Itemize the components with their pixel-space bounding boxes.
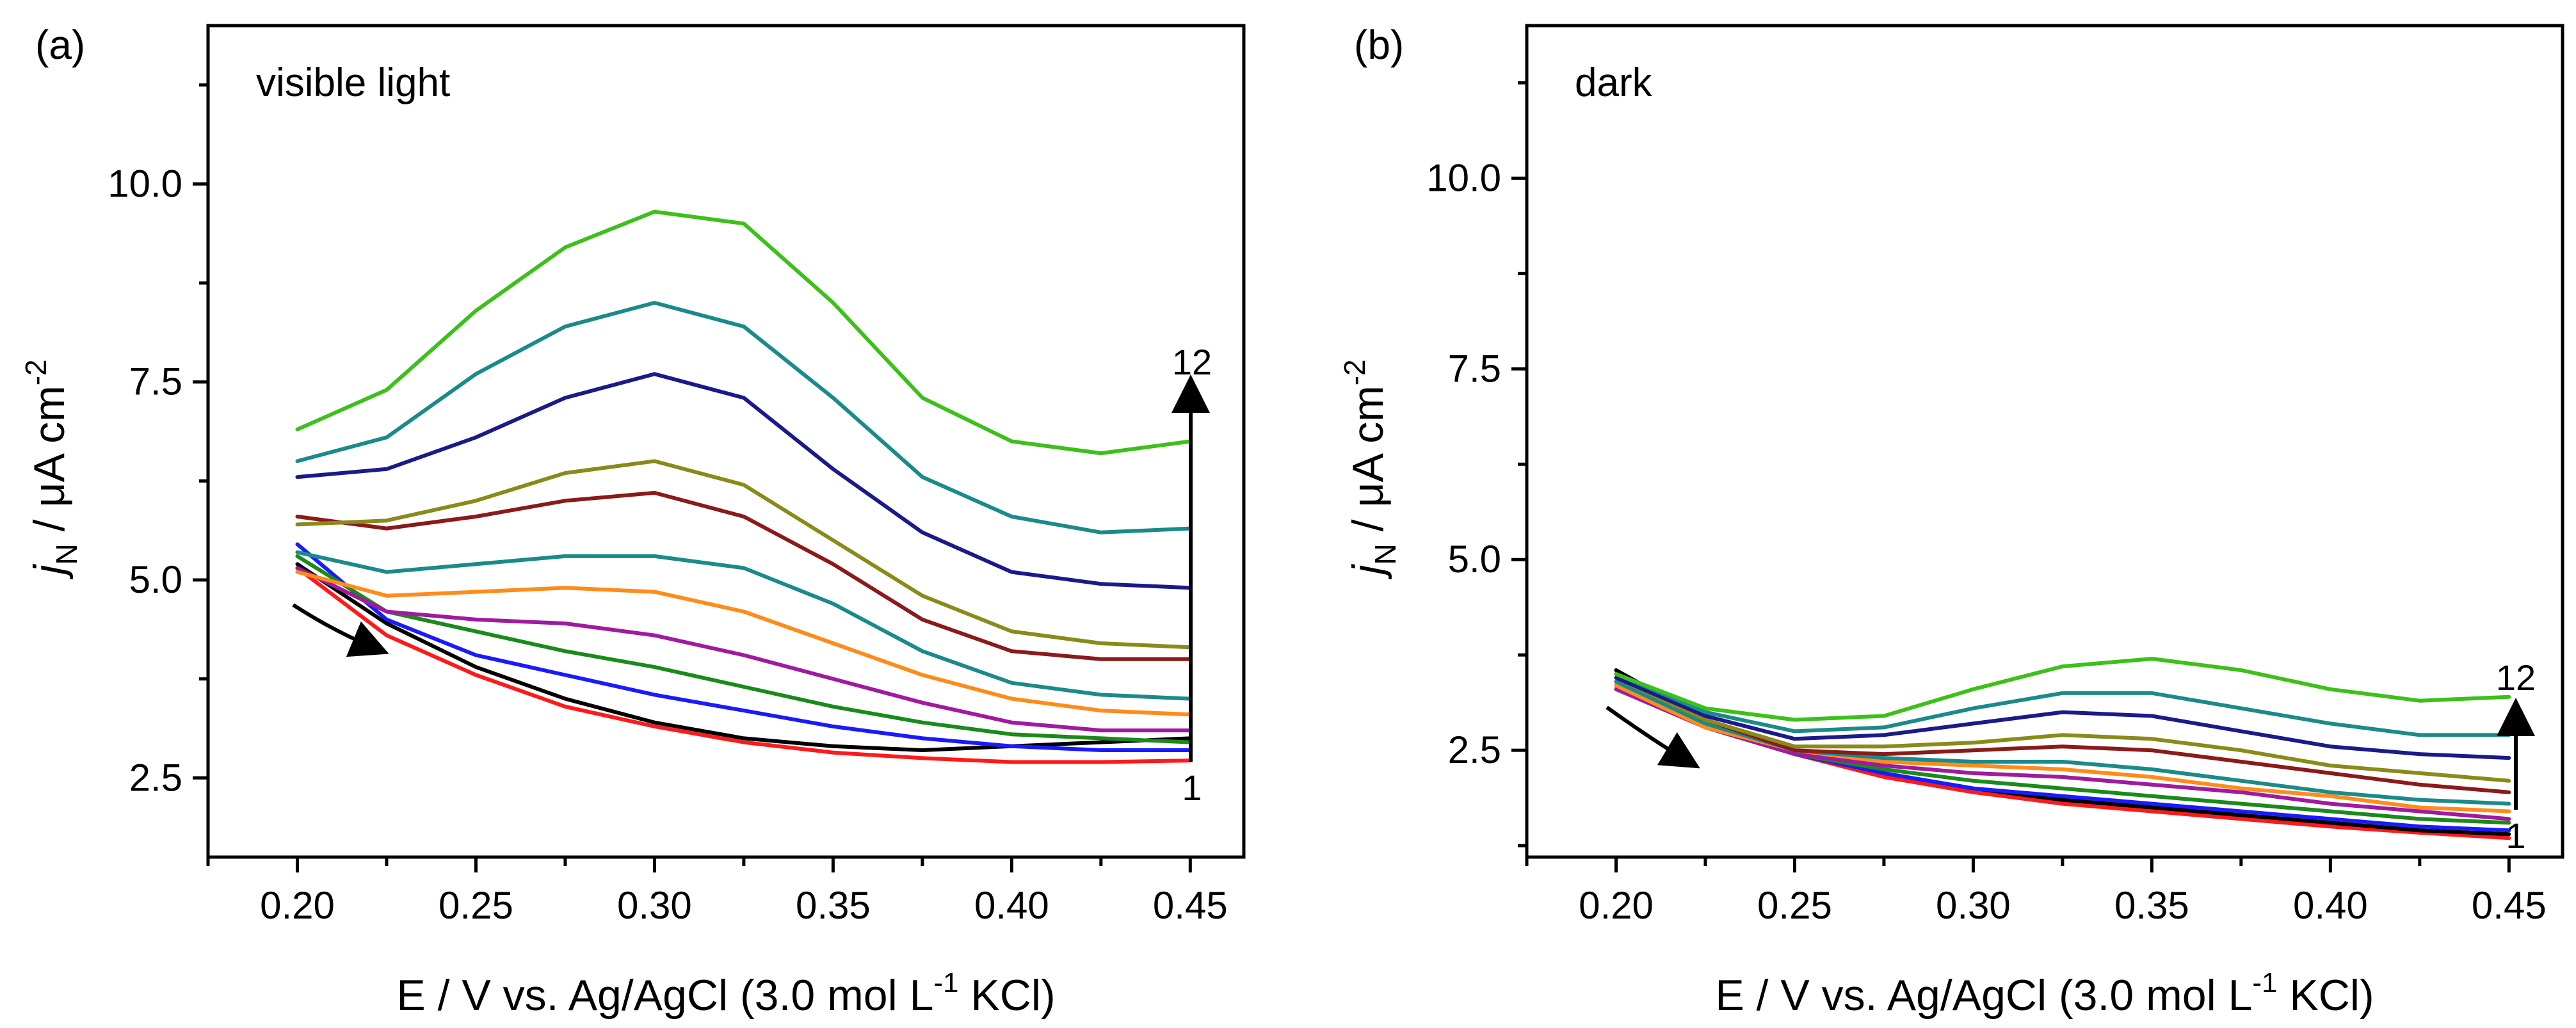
x-tick-label: 0.20 [1579,884,1654,927]
series-line-6 [295,570,1193,717]
series-line-11 [295,301,1193,534]
y-tick-label: 10.0 [108,162,182,205]
trend-label-low: 1 [1182,767,1202,808]
x-axis-title: E / V vs. Ag/AgCl (3.0 mol L-1 KCl) [396,967,1055,1020]
x-tick-label: 0.30 [1936,884,2011,927]
x-tick-label: 0.35 [796,884,871,927]
series-lines [1614,657,2511,840]
series-lines [295,209,1193,764]
series-line-7 [295,550,1193,701]
y-axis-title-j: j [25,564,74,580]
series-line-10 [295,372,1193,590]
series-line-9 [1614,675,2511,783]
series-line-9 [295,459,1193,650]
scan-direction-arrow [292,603,389,657]
panel-b: 0.20 0.25 0.30 0.35 0.40 0.45 2.5 5.0 7.5 10.0 E /… [1338,22,2564,1020]
x-tick-label: 0.25 [1757,884,1832,927]
y-tick-label: 7.5 [129,360,182,403]
x-tick-label: 0.25 [439,884,513,927]
series-line-12 [295,209,1193,456]
series-line-3 [295,542,1193,752]
plot-frame [1525,24,2564,859]
y-axis-title-j: j [1344,564,1392,580]
x-axis-title-sup: -1 [2252,967,2277,999]
trend-label-low: 1 [2506,815,2525,856]
panel-a: 0.20 0.25 0.30 0.35 0.40 0.45 2.5 5.0 7.5 10.0 E /… [19,22,1246,1020]
x-axis-title-tail: KCl) [2278,971,2374,1020]
scan-direction-arrow [1606,705,1700,769]
series-line-12 [1614,657,2511,722]
y-axis-title: jN / μA cm-2 [1338,359,1402,579]
y-axis-title-mid: / μA cm [1344,385,1392,543]
y-tick-label: 2.5 [129,756,182,799]
series-line-1 [295,566,1193,764]
x-tick-label: 0.45 [2472,884,2547,927]
y-axis-title: jN / μA cm-2 [19,359,83,579]
y-axis-title-mid: / μA cm [25,385,74,543]
x-tick-label: 0.45 [1153,884,1228,927]
x-axis-title: E / V vs. Ag/AgCl (3.0 mol L-1 KCl) [1715,967,2374,1020]
panel-label: (b) [1354,22,1404,68]
x-tick-label: 0.20 [260,884,335,927]
series-line-5 [1614,687,2511,821]
trend-label-high: 12 [1172,342,1212,382]
panel-label: (a) [35,22,85,68]
series-line-11 [1614,672,2511,737]
x-axis-title-main: E / V vs. Ag/AgCl (3.0 mol L [1715,971,2252,1020]
x-tick-label: 0.30 [617,884,692,927]
y-axis-title-sup: -2 [1338,359,1371,385]
series-line-8 [295,490,1193,661]
y-tick-label: 5.0 [1448,538,1501,581]
series-line-8 [1614,672,2511,794]
y-tick-label: 7.5 [1448,347,1501,390]
y-tick-label: 5.0 [129,558,182,601]
x-tick-label: 0.35 [2114,884,2189,927]
y-tick-label: 2.5 [1448,728,1501,771]
y-axis-title-sub: N [50,543,83,565]
x-tick-label: 0.40 [974,884,1049,927]
series-line-2 [295,562,1193,752]
plot-frame [206,24,1246,859]
y-tick-label: 10.0 [1426,156,1501,199]
panel-annotation: dark [1575,61,1653,105]
panel-annotation: visible light [256,61,450,105]
trend-label-high: 12 [2496,657,2536,698]
series-line-10 [1614,675,2511,760]
y-axis-title-sub: N [1369,543,1402,565]
x-axis-title-main: E / V vs. Ag/AgCl (3.0 mol L [396,971,933,1020]
series-line-4 [295,554,1193,744]
y-axis-title-sup: -2 [19,359,52,385]
x-axis-title-tail: KCl) [959,971,1056,1020]
series-line-5 [295,566,1193,733]
x-axis-title-sup: -1 [933,967,958,999]
x-tick-label: 0.40 [2293,884,2368,927]
